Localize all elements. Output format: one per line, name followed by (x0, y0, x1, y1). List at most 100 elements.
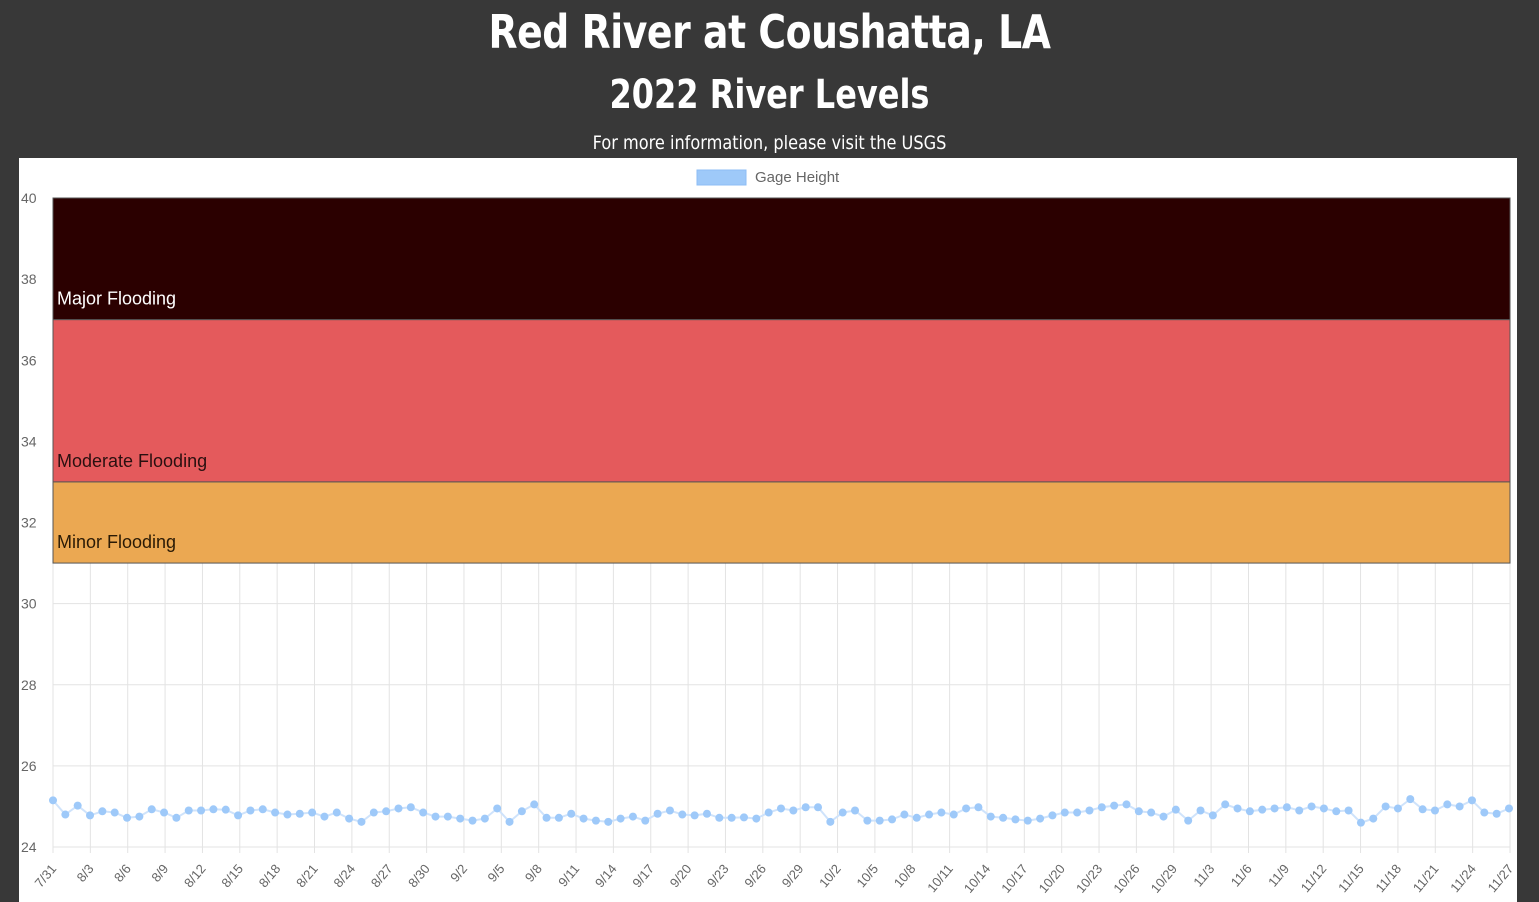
x-tick-label: 10/14 (961, 861, 993, 896)
gage-height-point (1196, 806, 1205, 815)
gage-height-point (1048, 811, 1057, 820)
gage-height-point (653, 809, 662, 818)
x-tick-label: 10/8 (891, 861, 919, 890)
gage-height-point (357, 817, 366, 826)
gage-height-point (135, 812, 144, 821)
x-tick-label: 8/24 (330, 861, 358, 890)
gage-height-point (1381, 802, 1390, 811)
x-tick-label: 11/18 (1372, 861, 1404, 895)
gage-height-point (1492, 809, 1501, 818)
x-tick-label: 9/14 (592, 861, 620, 890)
gage-height-point (1282, 803, 1291, 812)
legend-label: Gage Height (755, 169, 840, 186)
gage-height-point (1233, 804, 1242, 813)
gage-height-point (591, 816, 600, 825)
gage-height-point (752, 814, 761, 823)
gage-height-point (690, 811, 699, 820)
gage-height-point (764, 808, 773, 817)
x-tick-label: 8/9 (148, 861, 171, 884)
gage-height-point (1467, 796, 1476, 805)
x-tick-label: 11/15 (1335, 861, 1367, 895)
gage-height-point (1418, 805, 1427, 814)
gage-height-point (1184, 816, 1193, 825)
x-tick-label: 10/2 (816, 861, 844, 890)
usgs-info-link[interactable]: For more information, please visit the U… (592, 132, 947, 154)
x-tick-label: 8/6 (111, 861, 134, 884)
gage-height-point (480, 814, 489, 823)
gage-height-point (1505, 804, 1513, 813)
gage-height-point (530, 800, 539, 809)
gage-height-point (851, 806, 860, 815)
gage-height-point (271, 808, 280, 817)
gage-height-point (542, 813, 551, 822)
flood-band-label: Major Flooding (57, 289, 176, 309)
flood-band-label: Moderate Flooding (57, 451, 207, 471)
gage-height-point (1393, 804, 1402, 813)
gage-height-point (567, 809, 576, 818)
gage-height-point (1295, 806, 1304, 815)
gage-height-point (912, 813, 921, 822)
gage-height-point (863, 816, 872, 825)
y-tick-label: 24 (21, 839, 37, 855)
gage-height-point (123, 813, 132, 822)
x-tick-label: 10/5 (853, 861, 881, 890)
gage-height-point (147, 805, 156, 814)
gage-height-point (986, 812, 995, 821)
gage-height-point (1134, 807, 1143, 816)
y-tick-label: 38 (21, 271, 37, 287)
gage-height-point (789, 806, 798, 815)
gage-height-point (925, 810, 934, 819)
x-tick-label: 9/2 (447, 861, 470, 884)
chart-panel: Major Flooding Moderate Flooding Minor Flo… (19, 158, 1517, 902)
gage-height-point (900, 810, 909, 819)
gage-height-point (875, 816, 884, 825)
x-tick-label: 9/11 (555, 861, 582, 889)
x-tick-label: 11/12 (1298, 861, 1330, 895)
x-tick-label: 9/8 (522, 861, 545, 884)
gage-height-point (814, 803, 823, 812)
x-tick-label: 10/11 (924, 861, 956, 895)
flood-band-label: Minor Flooding (57, 532, 176, 552)
gage-height-point (604, 817, 613, 826)
gage-height-point (1406, 795, 1415, 804)
x-tick-label: 9/23 (704, 861, 732, 890)
legend-swatch (696, 169, 747, 186)
gage-height-point (1369, 814, 1378, 823)
x-tick-label: 10/29 (1148, 861, 1180, 896)
gage-height-point (345, 814, 354, 823)
x-tick-label: 11/6 (1228, 861, 1255, 889)
x-tick-label: 9/20 (667, 861, 695, 890)
gage-height-point (801, 803, 810, 812)
x-tick-label: 8/18 (256, 861, 284, 890)
gage-height-point (715, 813, 724, 822)
gage-height-point (1443, 800, 1452, 809)
gage-height-point (777, 804, 785, 813)
gage-height-point (456, 814, 465, 823)
gage-height-point (616, 814, 625, 823)
gage-height-point (838, 808, 847, 817)
x-tick-label: 7/31 (32, 861, 60, 890)
river-level-chart: Major Flooding Moderate Flooding Minor Flo… (21, 169, 1516, 896)
gage-height-point (1221, 800, 1230, 809)
gage-height-point (209, 805, 218, 814)
gage-height-point (1245, 807, 1254, 816)
gage-height-point (1430, 806, 1439, 815)
x-tick-label: 11/21 (1410, 861, 1442, 895)
gage-height-point (1085, 806, 1094, 815)
gage-height-point (628, 812, 637, 821)
x-tick-label: 11/9 (1265, 861, 1292, 889)
gage-height-point (1011, 815, 1020, 824)
flood-band (52, 197, 1511, 321)
gage-height-point (1332, 807, 1341, 816)
x-tick-label: 9/26 (741, 861, 769, 890)
gage-height-point (443, 812, 452, 821)
gage-height-point (197, 806, 206, 815)
x-tick-label: 10/26 (1110, 861, 1142, 896)
gage-height-point (1480, 808, 1489, 817)
x-tick-label: 10/17 (998, 861, 1030, 896)
gage-height-point (826, 817, 835, 826)
flood-band (52, 481, 1511, 564)
gage-height-point (1147, 808, 1156, 817)
gage-height-point (554, 813, 563, 822)
gage-height-point (1171, 805, 1180, 814)
